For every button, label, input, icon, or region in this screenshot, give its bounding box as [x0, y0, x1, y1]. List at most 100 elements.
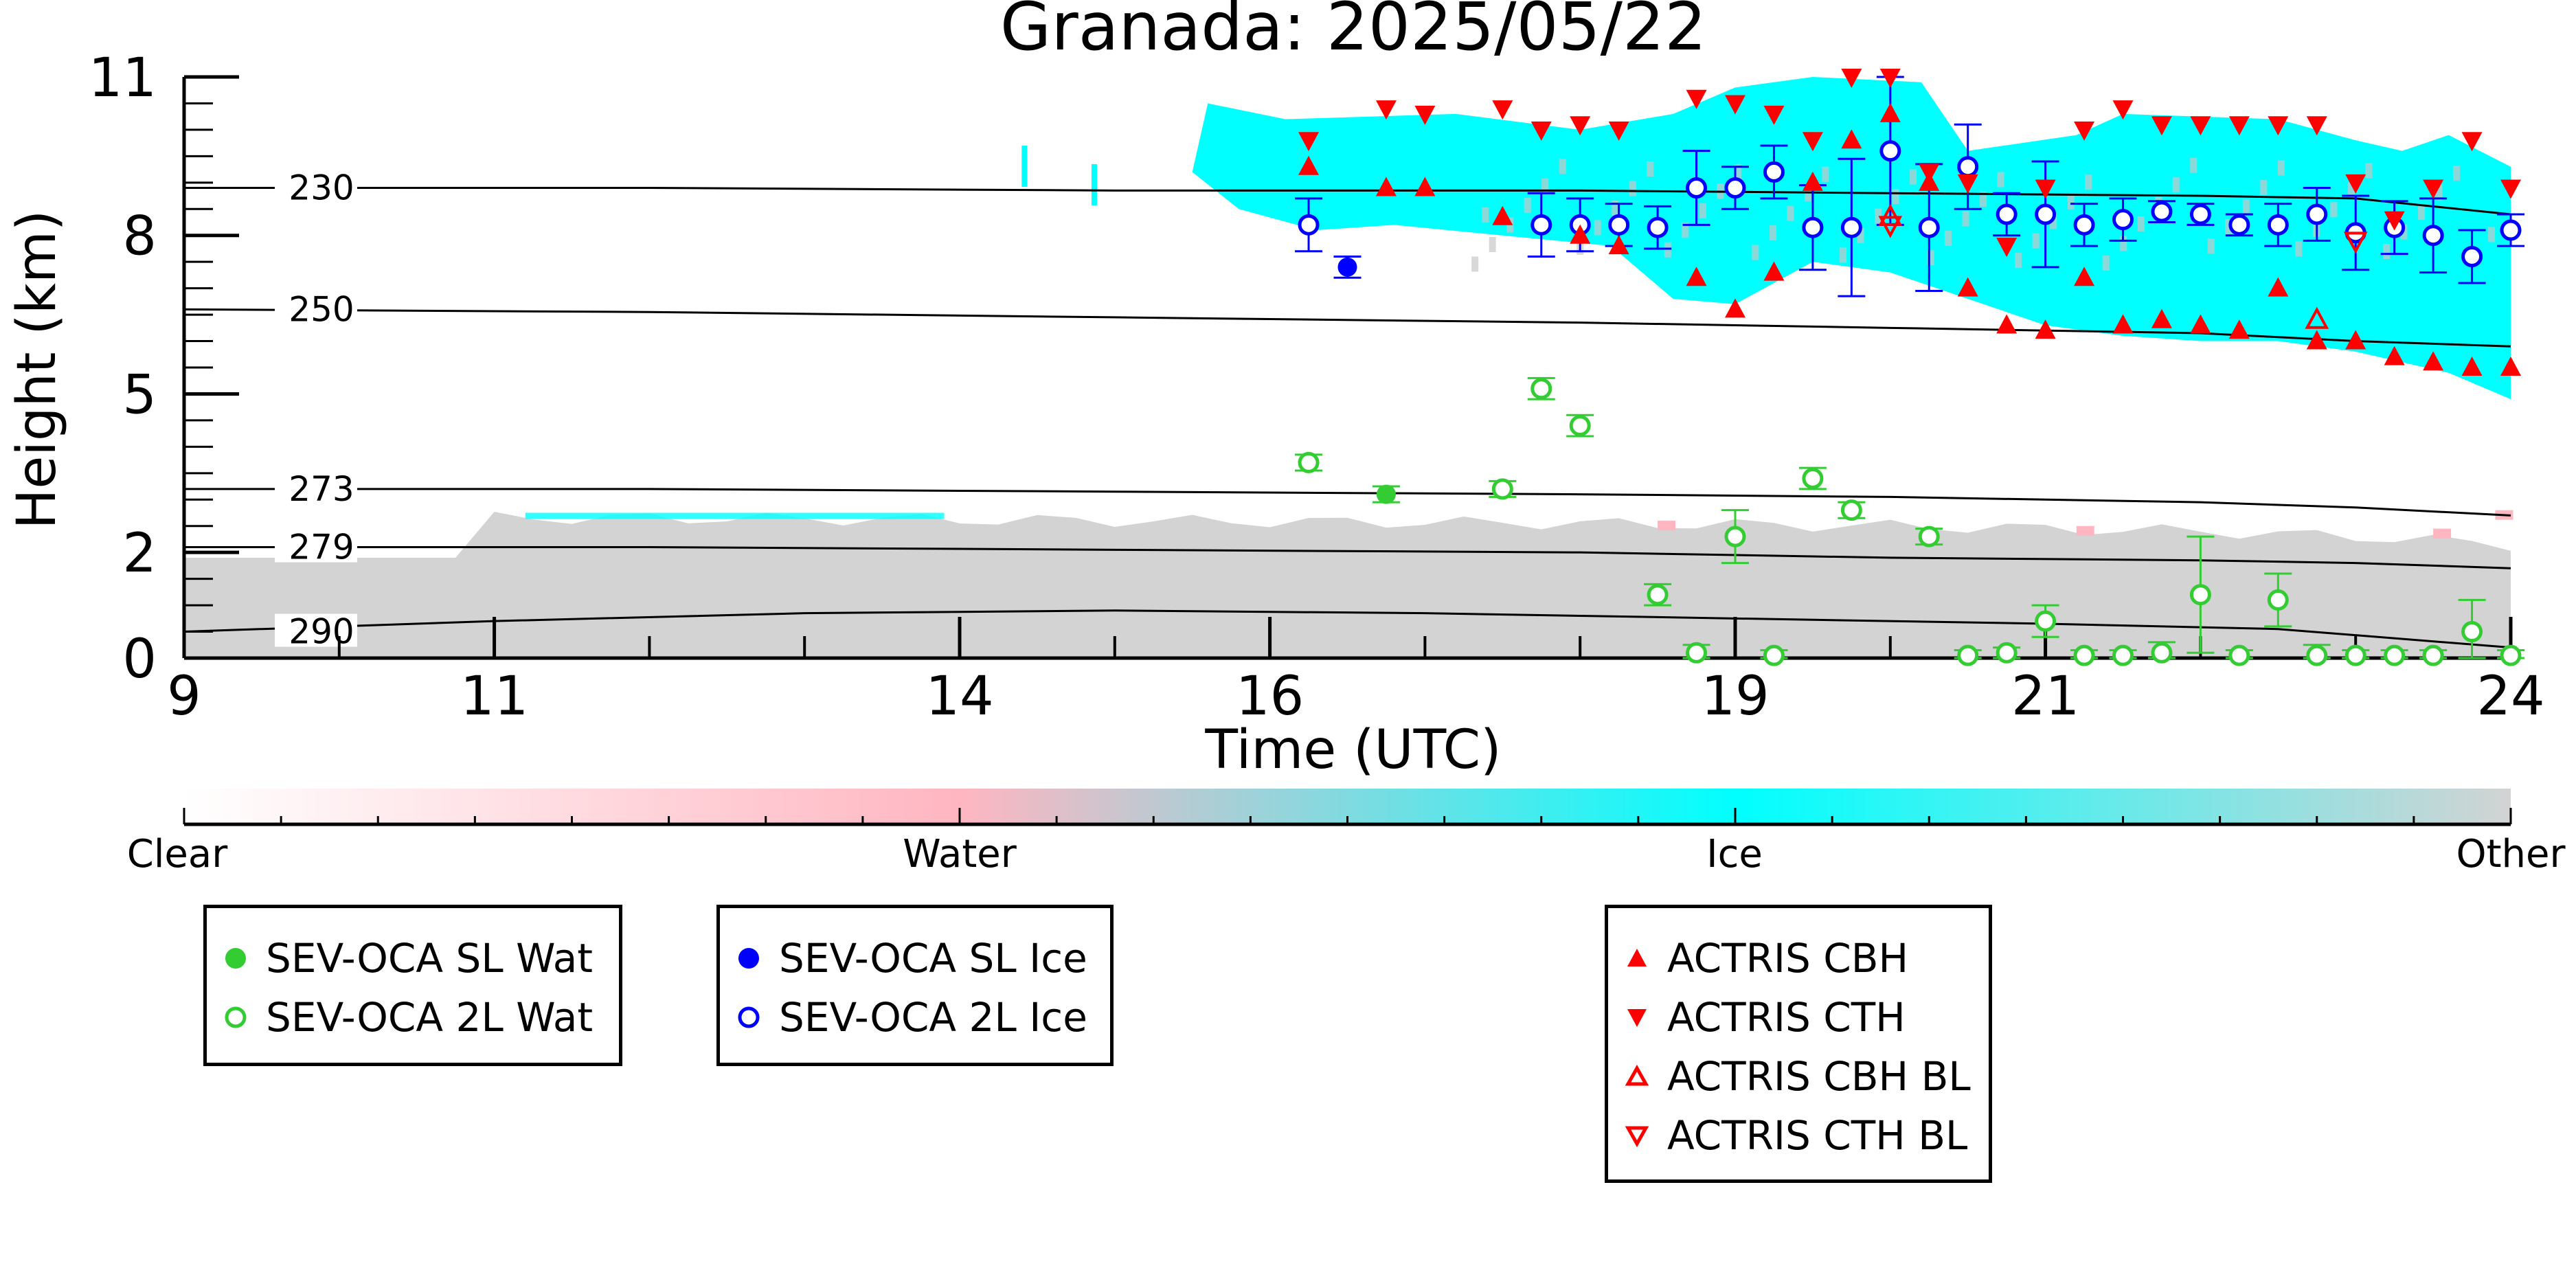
data-point	[1996, 314, 2018, 334]
other-pixel	[1769, 225, 1776, 241]
other-pixel	[2295, 241, 2303, 257]
other-pixel	[1489, 237, 1496, 253]
other-pixel	[2488, 227, 2496, 242]
data-point	[2035, 203, 2057, 225]
other-pixel	[1787, 205, 1794, 221]
data-point	[2422, 644, 2444, 666]
open-circle-icon	[738, 1006, 760, 1028]
colorbar-label-other: Other	[2456, 832, 2566, 877]
data-point	[1957, 277, 1978, 297]
legend-ice: SEV-OCA SL Ice SEV-OCA 2L Ice	[716, 905, 1114, 1066]
other-pixel	[1664, 242, 1671, 258]
data-point	[1608, 214, 1630, 236]
x-tick-label: 24	[2476, 666, 2544, 727]
triangle-up-icon	[1627, 949, 1647, 967]
other-pixel	[2242, 199, 2250, 215]
data-point	[2268, 277, 2289, 297]
data-point	[1878, 203, 1903, 226]
other-pixel	[1839, 247, 1846, 263]
series-sev-oca-sl-wat	[1372, 484, 1400, 504]
data-point	[1996, 203, 2018, 225]
legend-item-2l-wat: SEV-OCA 2L Wat	[221, 993, 593, 1041]
legend-label: SEV-OCA 2L Wat	[266, 994, 594, 1041]
data-point	[2500, 179, 2521, 199]
isotherm-label: 230	[289, 168, 354, 208]
data-point	[2384, 346, 2405, 365]
data-point	[2267, 589, 2289, 611]
data-point	[1840, 499, 1862, 521]
data-point	[1337, 257, 1357, 277]
y-tick-label: 2	[122, 523, 157, 585]
isotherm-label: 290	[289, 612, 354, 652]
data-point	[2190, 314, 2211, 334]
data-point	[1763, 261, 1785, 281]
other-pixel	[2260, 179, 2268, 195]
colorbar: Clear Water Ice Other	[127, 789, 2566, 877]
other-pixel	[2225, 218, 2233, 234]
data-point	[1841, 129, 1862, 149]
other-pixel	[1980, 191, 1987, 207]
data-point	[1996, 238, 2018, 258]
data-point	[1918, 216, 1940, 238]
legend-label: ACTRIS CBH BL	[1667, 1053, 1971, 1100]
data-point	[2074, 121, 2095, 141]
data-point	[1647, 584, 1669, 606]
y-axis-label: Height (km)	[6, 210, 68, 530]
legend-label: SEV-OCA SL Ice	[779, 935, 1087, 982]
other-pixel	[2067, 194, 2075, 210]
other-pixel	[2015, 253, 2022, 269]
data-point	[1763, 161, 1785, 183]
other-pixel	[1734, 163, 1741, 179]
water-pixel	[1658, 521, 1676, 531]
other-pixel	[2453, 166, 2461, 181]
data-point	[1879, 69, 1901, 88]
data-point	[1840, 216, 1862, 238]
triangle-down-icon	[1627, 1009, 1647, 1027]
data-point	[2074, 267, 2095, 286]
data-point	[1957, 174, 1978, 194]
water-pixel	[2433, 528, 2452, 539]
data-point	[2268, 116, 2289, 136]
data-point	[1763, 644, 1785, 666]
other-pixel	[2347, 182, 2355, 198]
other-pixel	[1892, 189, 1899, 205]
data-point	[2073, 214, 2095, 236]
data-point	[2189, 584, 2211, 606]
other-pixel	[1962, 211, 1969, 227]
data-point	[2461, 132, 2483, 152]
cloud-classification-layer	[184, 77, 2513, 658]
legend-item-2l-ice: SEV-OCA 2L Ice	[734, 993, 1087, 1041]
data-point	[2306, 330, 2327, 350]
other-pixel	[1822, 166, 1829, 182]
data-point	[1375, 100, 1397, 120]
y-tick-label: 0	[122, 629, 157, 690]
data-point	[2228, 116, 2250, 136]
data-point	[1608, 235, 1629, 255]
x-tick-label: 14	[925, 666, 993, 727]
data-point	[1918, 526, 1940, 547]
data-point	[2343, 231, 2368, 254]
data-point	[2228, 319, 2250, 339]
data-point	[1298, 214, 1320, 236]
data-point	[1530, 378, 1552, 400]
data-point	[1841, 69, 1862, 88]
other-pixel	[1647, 161, 1654, 177]
colorbar-label-ice: Ice	[1706, 832, 1763, 877]
other-pixel	[2207, 238, 2215, 254]
data-point	[1957, 644, 1979, 666]
data-point	[1802, 468, 1824, 490]
data-point	[1414, 105, 1436, 125]
colorbar-ticks	[183, 808, 2512, 826]
other-pixel	[2435, 185, 2443, 201]
other-pixel	[1910, 169, 1917, 185]
other-pixel	[2417, 205, 2425, 221]
boundary-ice-strip	[525, 512, 945, 519]
data-point	[1879, 140, 1901, 162]
data-point	[1802, 216, 1824, 238]
other-pixel	[1559, 159, 1566, 174]
filled-circle-icon	[225, 948, 246, 969]
y-tick-label: 11	[89, 47, 157, 109]
data-point	[1375, 177, 1397, 196]
data-point	[2189, 203, 2211, 225]
data-point	[2345, 174, 2366, 194]
